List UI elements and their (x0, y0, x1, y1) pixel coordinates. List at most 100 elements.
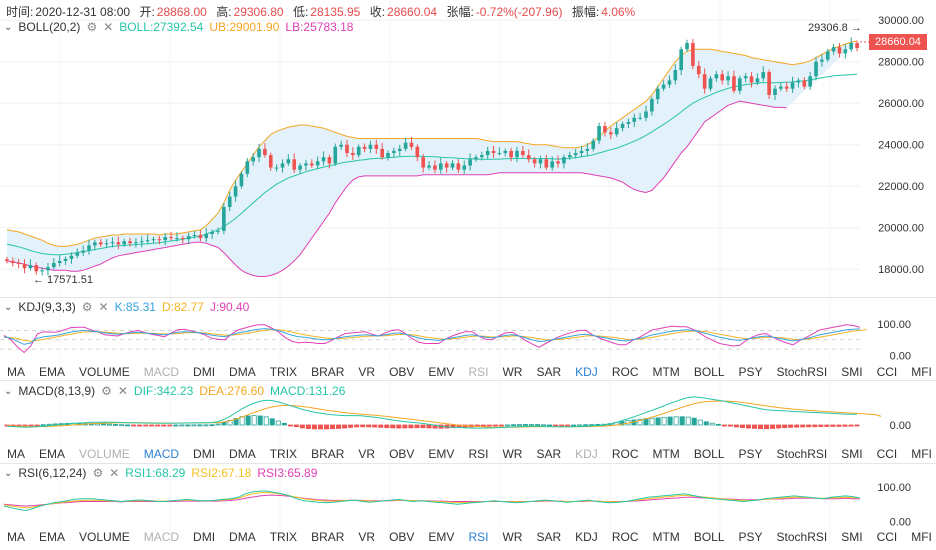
macd-dif-value: DIF:342.23 (133, 384, 194, 398)
tab-boll[interactable]: BOLL (693, 365, 725, 379)
tab-sar[interactable]: SAR (536, 530, 562, 544)
tab-mtm[interactable]: MTM (652, 447, 680, 461)
macd-histogram-bar (794, 424, 800, 428)
tab-mfi[interactable]: MFI (911, 530, 932, 544)
chevron-down-icon[interactable]: ⌄ (4, 385, 13, 397)
tab-kdj[interactable]: KDJ (575, 365, 598, 379)
tab-stochrsi[interactable]: StochRSI (776, 365, 828, 379)
close-icon[interactable]: ✕ (98, 300, 109, 314)
candle-body (134, 242, 138, 244)
tab-rsi[interactable]: RSI (468, 530, 489, 544)
tab-stochrsi[interactable]: StochRSI (776, 530, 828, 544)
tab-ma[interactable]: MA (7, 530, 25, 544)
tab-sar[interactable]: SAR (536, 365, 562, 379)
tab-ma[interactable]: MA (7, 447, 25, 461)
tab-wr[interactable]: WR (502, 365, 523, 379)
tab-emv[interactable]: EMV (428, 447, 455, 461)
tab-roc[interactable]: ROC (611, 447, 639, 461)
chevron-down-icon[interactable]: ⌄ (4, 21, 13, 33)
tab-ema[interactable]: EMA (39, 365, 66, 379)
tab-dmi[interactable]: DMI (193, 447, 216, 461)
tab-smi[interactable]: SMI (841, 447, 863, 461)
divider (0, 380, 936, 381)
macd-histogram-bar (155, 424, 161, 427)
tab-volume[interactable]: VOLUME (79, 447, 130, 461)
tab-smi[interactable]: SMI (841, 530, 863, 544)
tab-cci[interactable]: CCI (876, 365, 898, 379)
tab-emv[interactable]: EMV (428, 365, 455, 379)
tab-roc[interactable]: ROC (611, 365, 639, 379)
y-tick-label: 28000.00 (878, 57, 924, 69)
tab-volume[interactable]: VOLUME (79, 530, 130, 544)
tab-psy[interactable]: PSY (738, 365, 763, 379)
gear-icon[interactable]: ⚙ (92, 466, 104, 480)
tab-vr[interactable]: VR (358, 530, 376, 544)
tab-psy[interactable]: PSY (738, 530, 763, 544)
macd-histogram-bar (788, 424, 794, 428)
tab-emv[interactable]: EMV (428, 530, 455, 544)
macd-histogram-bar (709, 422, 715, 426)
tab-cci[interactable]: CCI (876, 530, 898, 544)
tab-sar[interactable]: SAR (536, 447, 562, 461)
tab-kdj[interactable]: KDJ (575, 447, 598, 461)
close-icon[interactable]: ✕ (103, 20, 114, 34)
tab-mtm[interactable]: MTM (652, 530, 680, 544)
tab-obv[interactable]: OBV (389, 530, 415, 544)
tab-macd[interactable]: MACD (143, 447, 180, 461)
candle-body (614, 128, 619, 135)
tab-psy[interactable]: PSY (738, 447, 763, 461)
candle-body (773, 88, 777, 95)
tab-ema[interactable]: EMA (39, 530, 66, 544)
tab-kdj[interactable]: KDJ (575, 530, 598, 544)
tab-trix[interactable]: TRIX (269, 365, 298, 379)
tab-smi[interactable]: SMI (841, 365, 863, 379)
tab-roc[interactable]: ROC (611, 530, 639, 544)
tab-obv[interactable]: OBV (389, 365, 415, 379)
candle-body (69, 255, 74, 259)
tab-volume[interactable]: VOLUME (79, 365, 130, 379)
chevron-down-icon[interactable]: ⌄ (4, 467, 13, 479)
candle-body (216, 230, 220, 232)
close-icon[interactable]: ✕ (117, 384, 128, 398)
tab-mtm[interactable]: MTM (652, 365, 680, 379)
tab-trix[interactable]: TRIX (269, 530, 298, 544)
tab-dmi[interactable]: DMI (193, 365, 216, 379)
tab-cci[interactable]: CCI (876, 447, 898, 461)
macd-histogram-bar (528, 424, 534, 426)
candle-body (63, 258, 68, 261)
tab-mfi[interactable]: MFI (911, 365, 932, 379)
tab-wr[interactable]: WR (502, 530, 523, 544)
tab-stochrsi[interactable]: StochRSI (776, 447, 828, 461)
tab-boll[interactable]: BOLL (693, 447, 725, 461)
gear-icon[interactable]: ⚙ (101, 384, 112, 398)
tab-dmi[interactable]: DMI (193, 530, 216, 544)
macd-histogram-bar (119, 424, 125, 427)
tab-brar[interactable]: BRAR (311, 530, 345, 544)
open-label: 开: (139, 5, 155, 19)
tab-boll[interactable]: BOLL (693, 530, 725, 544)
tab-dma[interactable]: DMA (229, 530, 256, 544)
gear-icon[interactable]: ⚙ (86, 20, 98, 34)
gear-icon[interactable]: ⚙ (81, 300, 93, 314)
tab-mfi[interactable]: MFI (911, 447, 932, 461)
tab-rsi[interactable]: RSI (468, 365, 489, 379)
macd-histogram-bar (323, 424, 330, 430)
tab-dma[interactable]: DMA (229, 365, 256, 379)
tab-vr[interactable]: VR (358, 447, 376, 461)
tab-macd[interactable]: MACD (143, 530, 180, 544)
tab-brar[interactable]: BRAR (311, 447, 345, 461)
tab-wr[interactable]: WR (502, 447, 523, 461)
tab-vr[interactable]: VR (358, 365, 376, 379)
macd-histogram-bar (547, 424, 553, 427)
candle-body (696, 65, 701, 75)
tab-brar[interactable]: BRAR (311, 365, 345, 379)
close-icon[interactable]: ✕ (109, 466, 120, 480)
tab-ma[interactable]: MA (7, 365, 25, 379)
tab-obv[interactable]: OBV (389, 447, 415, 461)
tab-ema[interactable]: EMA (39, 447, 66, 461)
chevron-down-icon[interactable]: ⌄ (4, 301, 13, 313)
tab-rsi[interactable]: RSI (468, 447, 489, 461)
tab-dma[interactable]: DMA (229, 447, 256, 461)
tab-trix[interactable]: TRIX (269, 447, 298, 461)
tab-macd[interactable]: MACD (143, 365, 180, 379)
